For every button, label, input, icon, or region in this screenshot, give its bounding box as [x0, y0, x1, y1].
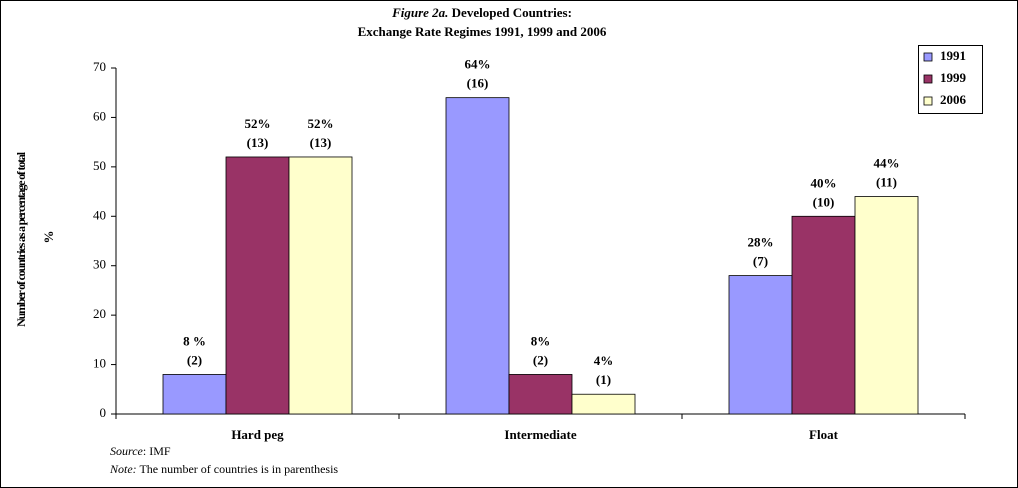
legend-swatch: [923, 74, 933, 84]
bar: [571, 393, 636, 415]
x-tick-label: Hard peg: [231, 427, 284, 442]
source: Source: IMF: [110, 444, 171, 458]
count-label: (1): [596, 372, 611, 387]
note-text: The number of countries is in parenthesi…: [139, 462, 338, 476]
y-tick-label: 30: [93, 257, 106, 272]
title-text: Developed Countries:: [452, 5, 572, 20]
legend-label: 1991: [940, 48, 966, 63]
x-tick-label: Float: [809, 427, 839, 442]
source-label: Source: [110, 444, 144, 458]
count-label: (2): [187, 352, 202, 367]
y-tick-label: 70: [93, 59, 106, 74]
value-label: 28%: [748, 235, 774, 250]
y-axis-label: Number of countries as a percentage of t…: [14, 151, 28, 327]
value-label: 4%: [594, 353, 614, 368]
y-axis-unit: %: [41, 231, 56, 244]
y-tick-label: 60: [93, 108, 106, 123]
count-label: (11): [876, 174, 897, 189]
y-tick-label: 0: [100, 405, 107, 420]
y-tick-label: 20: [93, 306, 106, 321]
note: Note: The number of countries is in pare…: [109, 462, 338, 476]
bar: [225, 156, 290, 415]
value-label: 52%: [245, 116, 271, 131]
value-label: 64%: [465, 57, 491, 72]
count-label: (16): [467, 76, 489, 91]
legend-label: 1999: [940, 70, 967, 85]
y-tick-label: 40: [93, 207, 106, 222]
bar: [508, 374, 573, 415]
bar: [854, 196, 919, 415]
value-label: 8 %: [183, 333, 206, 348]
chart-title: Figure 2a. Developed Countries:: [391, 5, 572, 20]
bar: [791, 215, 856, 415]
value-label: 8%: [531, 333, 551, 348]
y-tick-label: 10: [93, 356, 106, 371]
bar: [728, 275, 793, 415]
chart-subtitle: Exchange Rate Regimes 1991, 1999 and 200…: [358, 24, 607, 39]
count-label: (13): [247, 135, 269, 150]
note-label: Note:: [109, 462, 137, 476]
value-label: 40%: [811, 175, 837, 190]
count-label: (10): [813, 194, 835, 209]
count-label: (13): [310, 135, 332, 150]
legend-label: 2006: [940, 92, 967, 107]
count-label: (2): [533, 352, 548, 367]
legend-swatch: [923, 52, 933, 62]
count-label: (7): [753, 254, 768, 269]
source-text: : IMF: [143, 444, 171, 458]
bar: [445, 97, 510, 415]
bar: [288, 156, 353, 415]
y-tick-label: 50: [93, 158, 106, 173]
x-tick-label: Intermediate: [504, 427, 576, 442]
value-label: 52%: [308, 116, 334, 131]
bar: [162, 374, 227, 415]
value-label: 44%: [874, 155, 900, 170]
legend-swatch: [923, 96, 933, 106]
title-label: Figure 2a.: [391, 5, 448, 20]
